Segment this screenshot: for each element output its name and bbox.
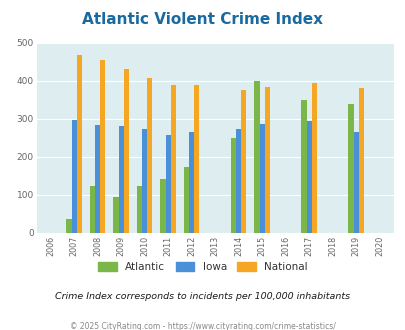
Bar [147, 78, 152, 233]
Bar [124, 69, 129, 233]
Text: Crime Index corresponds to incidents per 100,000 inhabitants: Crime Index corresponds to incidents per… [55, 292, 350, 301]
Bar [171, 85, 175, 233]
Bar [95, 125, 100, 233]
Bar [254, 81, 259, 233]
Bar [301, 100, 306, 233]
Bar [183, 167, 189, 233]
Bar [160, 179, 165, 233]
Bar [306, 121, 311, 233]
Bar [347, 104, 353, 233]
Bar [142, 129, 147, 233]
Bar [90, 186, 95, 233]
Bar [189, 132, 194, 233]
Bar [77, 55, 82, 233]
Bar [264, 87, 269, 233]
Bar [358, 88, 363, 233]
Bar [71, 119, 77, 233]
Text: Atlantic Violent Crime Index: Atlantic Violent Crime Index [82, 12, 323, 26]
Bar [118, 126, 124, 233]
Bar [353, 132, 358, 233]
Bar [136, 186, 142, 233]
Bar [194, 85, 199, 233]
Bar [165, 136, 171, 233]
Bar [259, 124, 264, 233]
Bar [311, 83, 316, 233]
Bar [66, 219, 71, 233]
Bar [241, 90, 246, 233]
Bar [236, 129, 241, 233]
Legend: Atlantic, Iowa, National: Atlantic, Iowa, National [94, 258, 311, 276]
Bar [100, 60, 105, 233]
Bar [230, 138, 236, 233]
Bar [113, 197, 118, 233]
Text: © 2025 CityRating.com - https://www.cityrating.com/crime-statistics/: © 2025 CityRating.com - https://www.city… [70, 322, 335, 330]
